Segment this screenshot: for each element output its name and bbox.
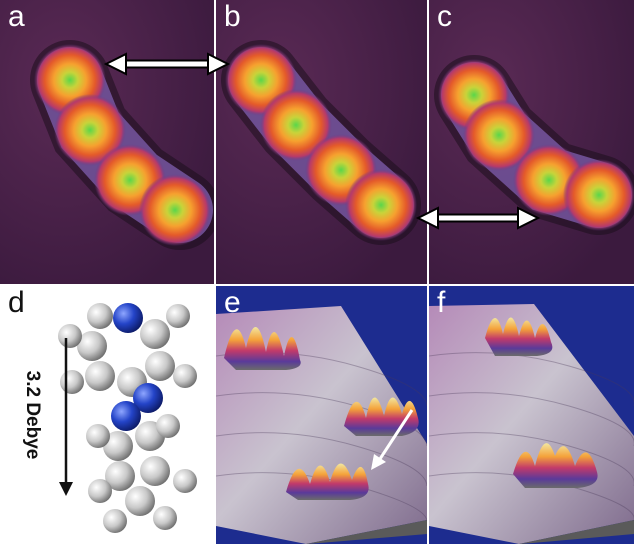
nitrogen-atom xyxy=(133,383,163,413)
molecule-lobe xyxy=(463,99,535,171)
stm-image-c xyxy=(429,0,634,284)
stm-image-panel-b: b xyxy=(216,0,427,284)
dipole-moment-text: 3.2 Debye xyxy=(22,370,43,460)
panel-label-b: b xyxy=(224,0,241,33)
stm-image-panel-c: c xyxy=(429,0,634,284)
stm-image-panel-a: a xyxy=(0,0,214,284)
molecule-lobe xyxy=(54,94,126,166)
stm-3d-surface-panel-e: e xyxy=(216,286,427,544)
stm-3d-surface-panel-f: f xyxy=(429,286,634,544)
molecule-model-panel-d: d 3.2 Debye xyxy=(0,286,214,544)
nitrogen-atom xyxy=(111,401,141,431)
panel-label-f: f xyxy=(437,286,446,319)
molecule-ball-model xyxy=(58,303,197,533)
panel-label-e: e xyxy=(224,286,241,319)
nitrogen-atom xyxy=(113,303,143,333)
molecule-bump xyxy=(513,443,598,488)
molecule-lobe xyxy=(345,169,417,241)
molecule-lobe xyxy=(139,174,211,246)
molecule-bump xyxy=(286,463,369,500)
stm-image-b xyxy=(216,0,427,284)
molecule-bump xyxy=(224,326,301,370)
molecule-lobe xyxy=(563,159,634,231)
panel-label-d: d xyxy=(8,286,25,319)
stm-image-a xyxy=(0,0,214,284)
panel-label-a: a xyxy=(8,0,25,33)
molecule-bump xyxy=(485,317,553,356)
stm-3d-surface-f xyxy=(429,304,634,544)
panel-label-c: c xyxy=(437,0,452,33)
stm-3d-surface-e xyxy=(216,306,427,544)
molecule-lobe xyxy=(260,89,332,161)
dipole-moment-label: 3.2 Debye xyxy=(14,340,50,490)
